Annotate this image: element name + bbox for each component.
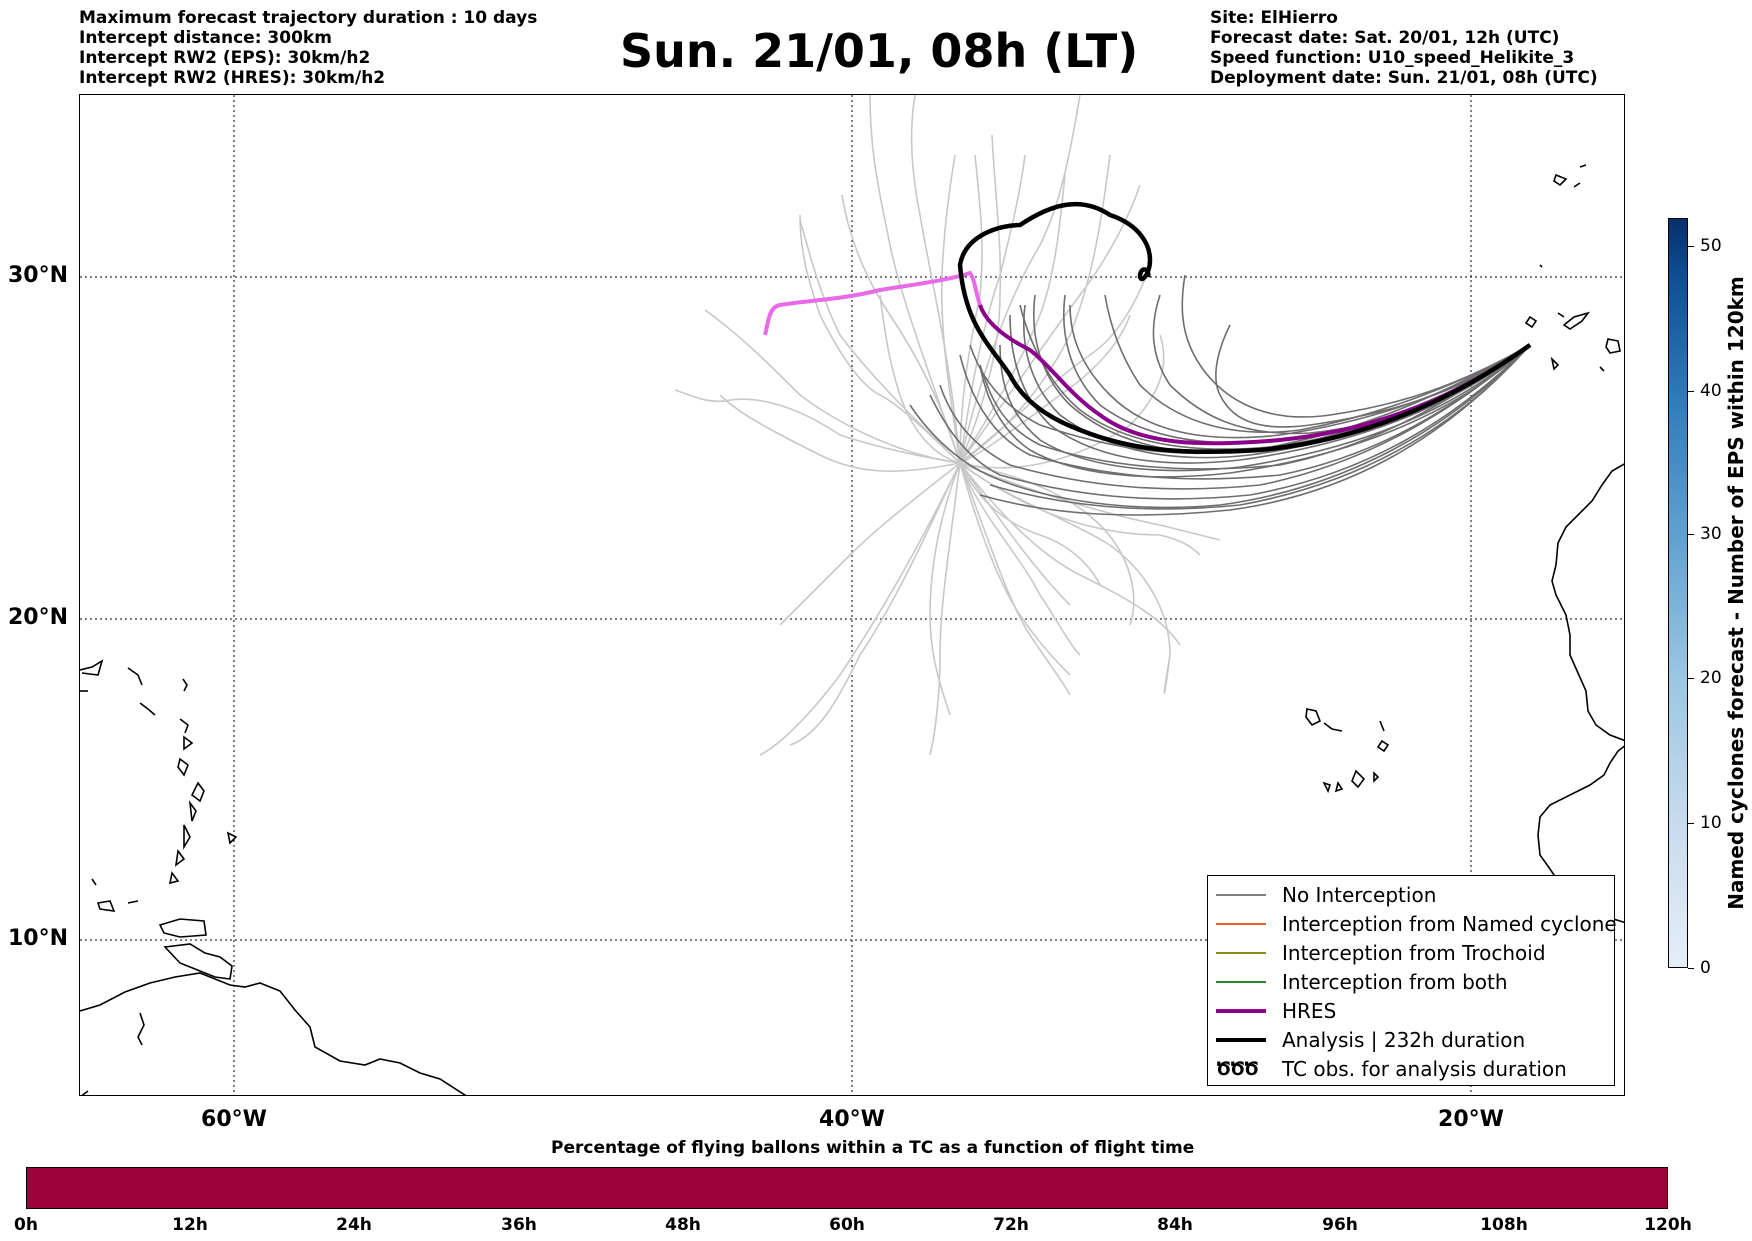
legend-label: HRES	[1282, 998, 1337, 1023]
colorbar-tick: 10	[1700, 813, 1722, 833]
header-info-right: Site: ElHierro Forecast date: Sat. 20/01…	[1210, 8, 1598, 88]
legend-item: No Interception	[1216, 880, 1606, 909]
colorbar-tick: 0	[1700, 958, 1711, 978]
percentage-bar-tick: 72h	[993, 1215, 1029, 1235]
colorbar-tick: 40	[1700, 381, 1722, 401]
lon-label: 60°W	[201, 1107, 267, 1132]
header-right-line: Site: ElHierro	[1210, 8, 1338, 28]
legend-item: Interception from Trochoid	[1216, 938, 1606, 967]
coastlines	[80, 164, 1624, 1095]
legend-item: Interception from both	[1216, 967, 1606, 996]
map-canvas	[80, 95, 1624, 1095]
legend-item: HRES	[1216, 996, 1606, 1025]
header-right-line: Deployment date: Sun. 21/01, 08h (UTC)	[1210, 68, 1598, 88]
legend-swatch	[1216, 1037, 1266, 1042]
colorbar-tickmark	[1688, 823, 1694, 824]
colorbar-tick: 50	[1700, 236, 1722, 256]
legend-label: Interception from Named cyclone	[1282, 911, 1617, 936]
header-info-left: Maximum forecast trajectory duration : 1…	[79, 8, 537, 88]
colorbar-tick: 30	[1700, 524, 1722, 544]
header-left-line: Intercept distance: 300km	[79, 28, 332, 48]
hres-trajectory	[978, 304, 1532, 446]
legend-swatch	[1216, 1008, 1266, 1013]
lat-label: 10°N	[8, 926, 69, 951]
header-right-line: Forecast date: Sat. 20/01, 12h (UTC)	[1210, 28, 1560, 48]
percentage-bar-tick: 36h	[501, 1215, 537, 1235]
legend-label: TC obs. for analysis duration	[1282, 1056, 1567, 1081]
legend-swatch	[1216, 922, 1266, 925]
lat-label: 30°N	[8, 263, 69, 288]
legend-swatch	[1216, 951, 1266, 954]
legend-label: Analysis | 232h duration	[1282, 1027, 1526, 1052]
lon-label: 20°W	[1438, 1107, 1504, 1132]
colorbar-label: Named cyclones forecast - Number of EPS …	[1724, 276, 1748, 910]
hres-trajectory-extension	[763, 270, 982, 336]
percentage-bar-tick: 0h	[14, 1215, 38, 1235]
percentage-bar-tick: 60h	[829, 1215, 865, 1235]
percentage-bar-title: Percentage of flying ballons within a TC…	[551, 1138, 1195, 1158]
map-legend: No Interception Interception from Named …	[1207, 875, 1617, 1086]
percentage-bar-tick: 48h	[665, 1215, 701, 1235]
colorbar-tick: 20	[1700, 668, 1722, 688]
legend-swatch	[1216, 893, 1266, 896]
percentage-bar-tick: 108h	[1480, 1215, 1528, 1235]
legend-label: Interception from Trochoid	[1282, 940, 1546, 965]
percentage-bar	[26, 1167, 1668, 1209]
lat-label: 20°N	[8, 605, 69, 630]
analysis-trajectory	[957, 201, 1532, 455]
colorbar	[1668, 218, 1688, 968]
legend-item: Analysis | 232h duration	[1216, 1025, 1606, 1054]
legend-label: No Interception	[1282, 882, 1437, 907]
colorbar-tickmark	[1688, 246, 1694, 247]
percentage-bar-tick: 120h	[1644, 1215, 1692, 1235]
tc-symbol-icon: ԾԾԾ	[1216, 1057, 1259, 1080]
percentage-bar-tick: 12h	[172, 1215, 208, 1235]
header-right-line: Speed function: U10_speed_Helikite_3	[1210, 48, 1575, 68]
legend-label: Interception from both	[1282, 969, 1508, 994]
page-title: Sun. 21/01, 08h (LT)	[620, 24, 1139, 78]
colorbar-tickmark	[1688, 968, 1694, 969]
header-left-line: Intercept RW2 (EPS): 30km/h2	[79, 48, 371, 68]
legend-item: ԾԾԾ TC obs. for analysis duration	[1216, 1054, 1606, 1083]
eps-trajectories-dark	[909, 274, 1531, 516]
percentage-bar-tick: 96h	[1322, 1215, 1358, 1235]
percentage-bar-tick: 24h	[336, 1215, 372, 1235]
header-left-line: Intercept RW2 (HRES): 30km/h2	[79, 68, 386, 88]
legend-item: Interception from Named cyclone	[1216, 909, 1617, 938]
colorbar-tickmark	[1688, 534, 1694, 535]
colorbar-tickmark	[1688, 678, 1694, 679]
header-left-line: Maximum forecast trajectory duration : 1…	[79, 8, 538, 28]
colorbar-tickmark	[1688, 391, 1694, 392]
lon-label: 40°W	[819, 1107, 885, 1132]
legend-swatch	[1216, 980, 1266, 983]
percentage-bar-tick: 84h	[1157, 1215, 1193, 1235]
